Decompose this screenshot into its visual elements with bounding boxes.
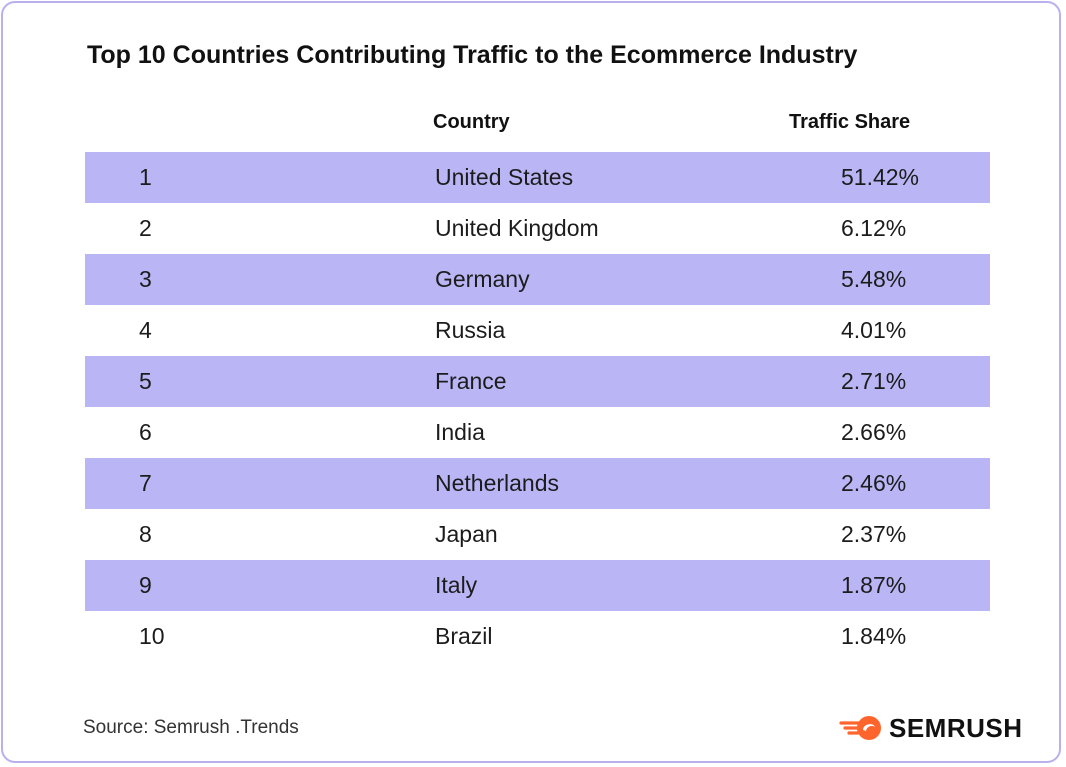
traffic-table: 1 United States 51.42% 2 United Kingdom 6.12%… [85,152,990,662]
table-row: 1 United States 51.42% [85,152,990,203]
table-row: 8 Japan 2.37% [85,509,990,560]
traffic-share-cell: 1.87% [841,572,907,598]
country-cell: Italy [435,572,478,598]
country-cell: France [435,368,507,394]
rank-cell: 6 [139,419,152,445]
country-cell: India [435,419,485,445]
source-note: Source: Semrush .Trends [83,717,299,738]
traffic-share-cell: 2.46% [841,470,907,496]
semrush-logo: SEMRUSH [839,711,1023,745]
rank-cell: 5 [139,368,152,394]
country-cell: Brazil [435,623,493,649]
rank-cell: 10 [139,623,165,649]
column-header-country: Country [433,111,510,133]
table-row: 3 Germany 5.48% [85,254,990,305]
rank-cell: 2 [139,215,152,241]
country-cell: Netherlands [435,470,560,496]
table-row: 9 Italy 1.87% [85,560,990,611]
traffic-share-cell: 1.84% [841,623,907,649]
traffic-share-cell: 2.66% [841,419,907,445]
table-row: 7 Netherlands 2.46% [85,458,990,509]
country-cell: United States [435,164,574,190]
column-header-traffic-share: Traffic Share [789,111,911,133]
rank-cell: 9 [139,572,152,598]
traffic-share-cell: 6.12% [841,215,907,241]
rank-cell: 1 [139,164,152,190]
traffic-share-cell: 51.42% [841,164,920,190]
country-cell: United Kingdom [435,215,599,241]
brand-name: SEMRUSH [889,712,1023,743]
table-row: 10 Brazil 1.84% [85,611,990,662]
country-cell: Russia [435,317,506,343]
chart-title: Top 10 Countries Contributing Traffic to… [87,41,858,69]
country-cell: Germany [435,266,530,292]
traffic-share-cell: 5.48% [841,266,907,292]
country-cell: Japan [435,521,498,547]
table-row: 2 United Kingdom 6.12% [85,203,990,254]
rank-cell: 3 [139,266,152,292]
table-row: 5 France 2.71% [85,356,990,407]
rank-cell: 8 [139,521,152,547]
rank-cell: 7 [139,470,152,496]
rank-cell: 4 [139,317,152,343]
traffic-share-cell: 4.01% [841,317,907,343]
semrush-fireball-icon [839,716,881,740]
traffic-share-cell: 2.37% [841,521,907,547]
traffic-share-cell: 2.71% [841,368,907,394]
table-row: 4 Russia 4.01% [85,305,990,356]
table-row: 6 India 2.66% [85,407,990,458]
